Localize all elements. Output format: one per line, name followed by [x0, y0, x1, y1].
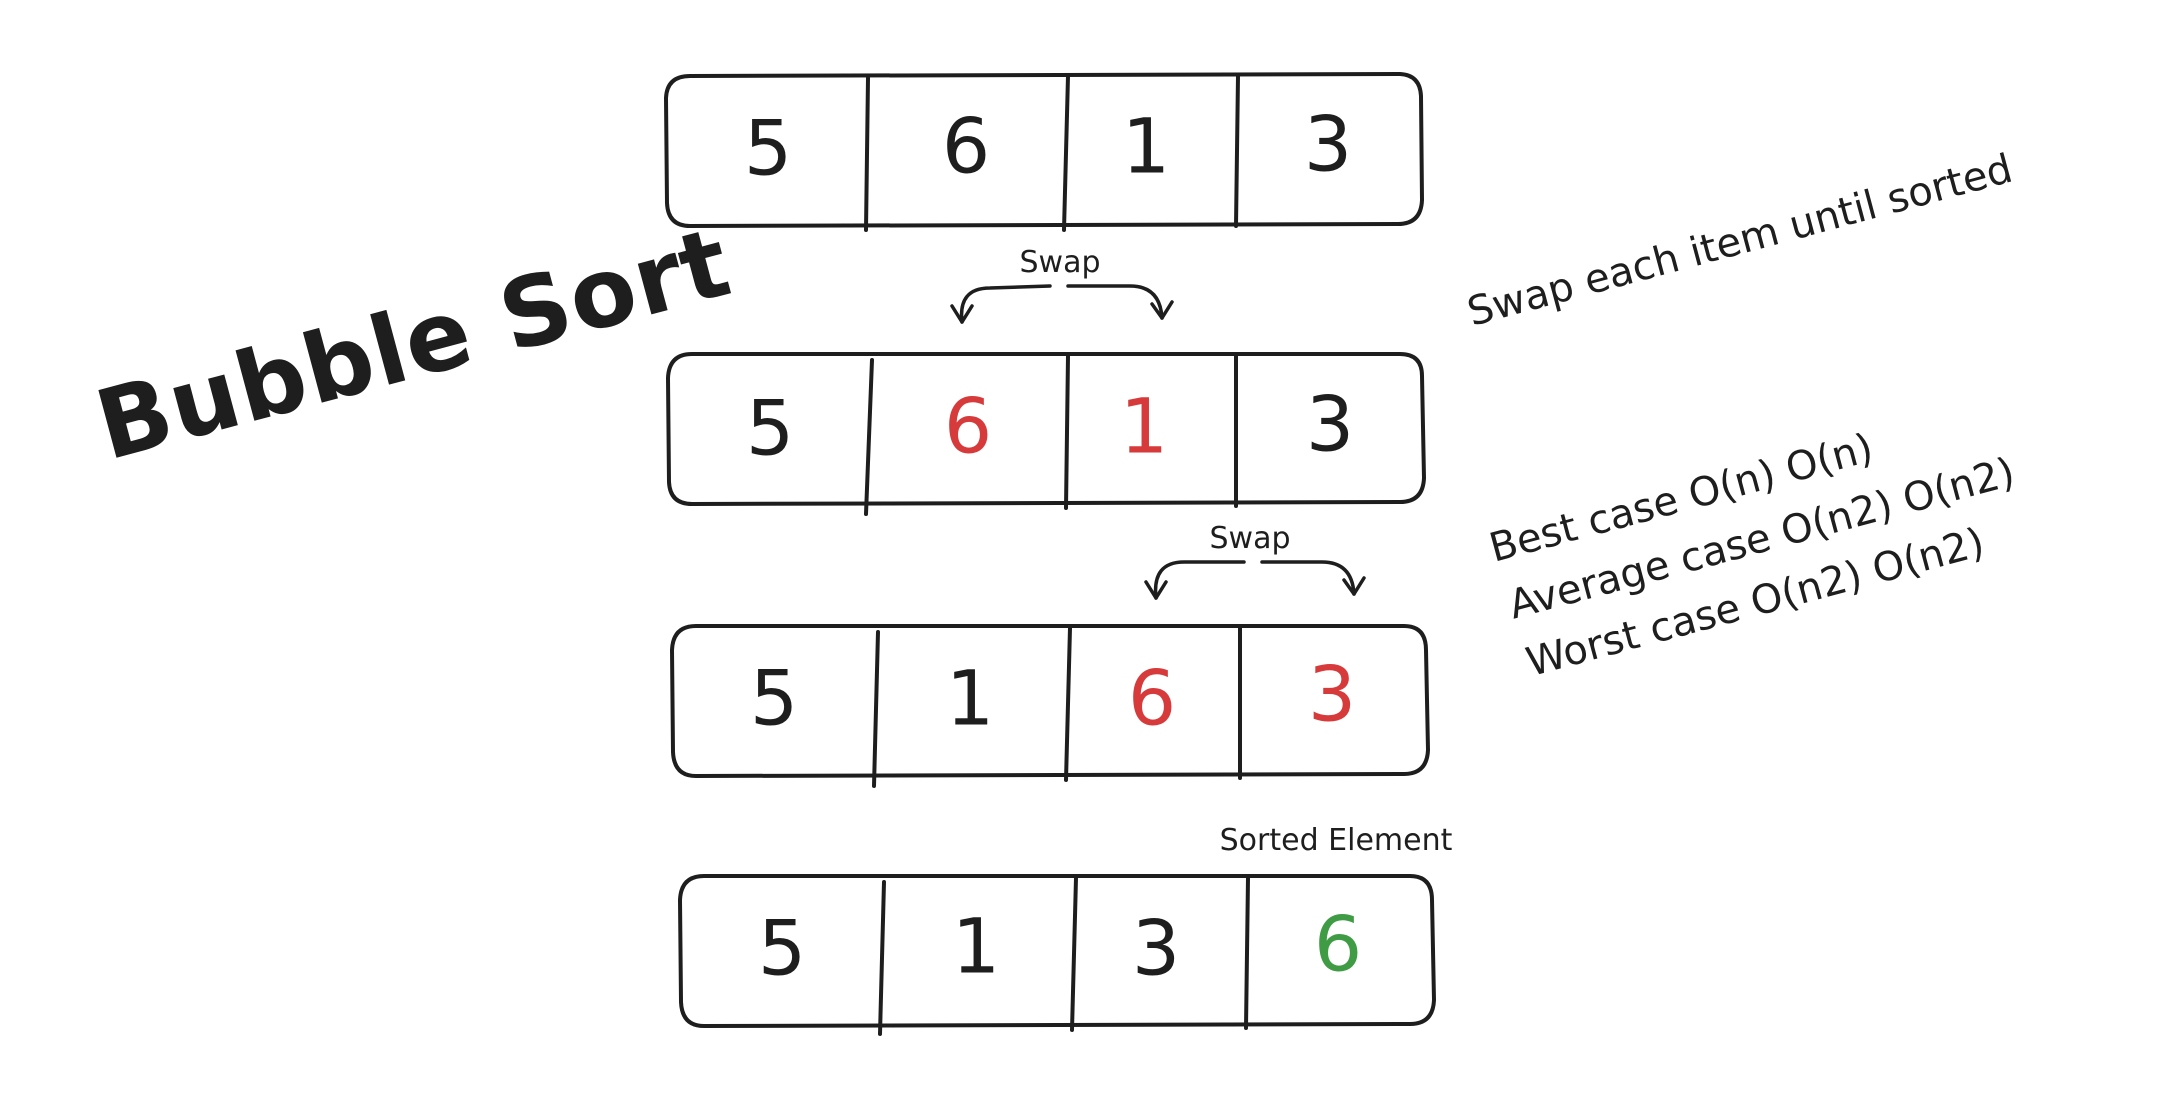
swap-arrow-2: Swap	[1144, 521, 1366, 600]
array-cell-value: 3	[1304, 100, 1352, 189]
cell-divider	[864, 358, 874, 516]
array-row-result: 5 1 3 6	[678, 874, 1436, 1036]
cell-divider	[864, 76, 870, 232]
cell-divider	[872, 630, 880, 788]
array-row-swap-1: 5 6 1 3	[666, 352, 1426, 516]
arrow-head	[950, 304, 974, 324]
array-row-swap-2: 5 1 6 3	[670, 624, 1430, 788]
array-cell-value: 6	[1128, 654, 1176, 743]
array-cell-value: 3	[1308, 650, 1356, 739]
array-cell-value: 1	[946, 654, 994, 743]
arrow-head	[1144, 580, 1168, 600]
swap-bracket	[959, 284, 1164, 324]
array-cell-value: 6	[1314, 900, 1362, 989]
swap-label: Swap	[1019, 245, 1100, 280]
array-cell-value: 6	[942, 102, 990, 191]
cell-divider	[1064, 354, 1070, 510]
array-cell-value: 5	[750, 654, 798, 743]
array-frame	[666, 352, 1426, 506]
swap-rule-note: Swap each item until sorted	[1463, 146, 2018, 336]
cell-divider	[878, 880, 886, 1036]
arrow-head	[1150, 300, 1174, 320]
array-cell-value: 3	[1132, 904, 1180, 993]
cell-divider	[1244, 876, 1250, 1030]
array-cell-value: 5	[758, 904, 806, 993]
array-cell-value: 3	[1306, 380, 1354, 469]
cell-divider	[1062, 74, 1070, 232]
array-row-initial: 5 6 1 3	[664, 72, 1424, 232]
diagram-title: Bubble Sort	[85, 206, 742, 482]
arrow-head	[1342, 576, 1366, 596]
array-frame	[670, 624, 1430, 778]
array-cell-value: 1	[952, 902, 1000, 991]
array-frame	[664, 72, 1424, 228]
array-frame	[678, 874, 1436, 1028]
array-cell-value: 1	[1120, 382, 1168, 471]
cell-divider	[1070, 876, 1078, 1032]
cell-divider	[1064, 626, 1072, 782]
array-cell-value: 5	[746, 384, 794, 473]
swap-label: Swap	[1209, 521, 1290, 556]
cell-divider	[1234, 74, 1240, 228]
swap-arrow-1: Swap	[950, 245, 1174, 324]
array-cell-value: 6	[944, 382, 992, 471]
sorted-element-label: Sorted Element	[1220, 823, 1453, 858]
swap-bracket	[1153, 560, 1356, 600]
array-cell-value: 5	[744, 104, 792, 193]
complexity-notes: Best case O(n) O(n) Average case O(n2) O…	[1485, 425, 2020, 686]
array-cell-value: 1	[1122, 102, 1170, 191]
